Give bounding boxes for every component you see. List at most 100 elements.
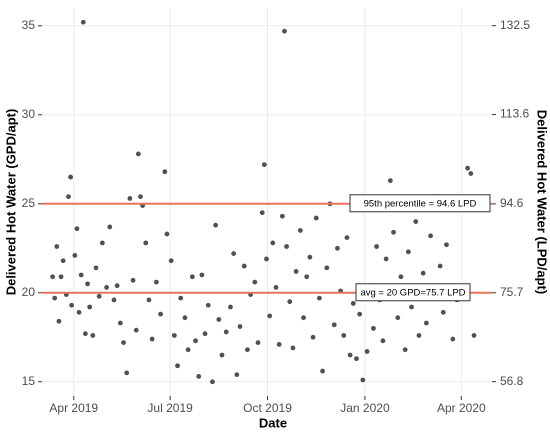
point [440, 309, 446, 315]
point [72, 252, 78, 258]
point [234, 372, 240, 378]
point [69, 302, 75, 308]
point [273, 285, 279, 290]
point [297, 228, 303, 233]
point [54, 244, 60, 249]
point [245, 347, 250, 353]
point [468, 171, 474, 176]
annotation: avg = 20 GPD=75.7 LPD [360, 287, 465, 298]
point [228, 304, 233, 310]
point [428, 233, 433, 239]
point [78, 272, 84, 278]
point [164, 231, 170, 237]
point [402, 347, 408, 353]
point [124, 370, 130, 376]
x-tick-label: Apr 2020 [437, 401, 486, 415]
point [178, 295, 184, 301]
point [347, 352, 353, 358]
x-tick-label: Jan 2020 [340, 401, 390, 415]
point [450, 336, 456, 342]
point [60, 258, 66, 264]
point [344, 235, 350, 240]
point [237, 324, 243, 329]
point [50, 274, 55, 280]
point [196, 374, 202, 379]
x-axis-title: Date [259, 415, 287, 430]
point [149, 336, 155, 342]
point [264, 256, 269, 262]
annotation-box [355, 283, 471, 302]
y2-tick-label: 75.7 [500, 285, 524, 299]
point [189, 274, 195, 280]
point [80, 19, 86, 25]
point [279, 213, 285, 219]
point [193, 338, 198, 344]
point [331, 322, 337, 328]
y-tick-label: 20 [22, 285, 36, 299]
y-tick-label: 25 [22, 196, 36, 210]
point [259, 210, 265, 216]
point [324, 265, 330, 271]
point [313, 215, 319, 221]
point [360, 377, 366, 383]
y-tick-label: 15 [22, 374, 36, 388]
point [56, 318, 62, 324]
point [364, 349, 370, 354]
point [383, 256, 389, 262]
point [223, 329, 229, 335]
y2-tick-label: 56.8 [500, 374, 524, 388]
point [391, 229, 396, 235]
point [420, 270, 426, 276]
point [175, 363, 180, 369]
x-tick-label: Apr 2019 [49, 401, 98, 415]
point [135, 151, 141, 157]
point [104, 285, 109, 290]
point [210, 379, 215, 385]
point [74, 226, 80, 232]
point [213, 222, 219, 228]
point [182, 315, 188, 321]
point [398, 274, 404, 280]
point [219, 352, 225, 358]
point [310, 334, 316, 340]
point [87, 304, 93, 310]
point [437, 263, 443, 269]
point [444, 242, 449, 248]
point [90, 333, 96, 338]
point [107, 224, 113, 230]
point [465, 165, 471, 171]
point [241, 263, 247, 269]
point [287, 299, 293, 305]
point [143, 240, 149, 246]
point [282, 28, 287, 34]
point [354, 356, 359, 362]
y2-tick-label: 94.6 [500, 196, 524, 210]
point [153, 279, 159, 285]
y2-axis-title: Delivered Hot Water (LPD/apt) [535, 110, 550, 294]
point [270, 240, 276, 246]
point [68, 174, 73, 180]
point [158, 311, 163, 317]
x-tick-label: Oct 2019 [243, 401, 292, 415]
point [387, 178, 393, 184]
point [76, 309, 82, 315]
y2-tick-label: 113.6 [500, 107, 529, 121]
point [374, 244, 379, 249]
point [83, 331, 88, 337]
x-tick-label: Jul 2019 [147, 401, 193, 415]
point [317, 295, 322, 301]
point [85, 281, 90, 287]
point [111, 297, 117, 303]
point [130, 277, 136, 283]
point [320, 368, 325, 374]
annotation: 95th percentile = 94.6 LPD [364, 198, 477, 209]
point [304, 274, 310, 280]
point [371, 325, 376, 331]
point [162, 169, 168, 175]
point [202, 331, 208, 337]
y-tick-label: 35 [22, 18, 36, 32]
point [146, 297, 152, 303]
point [357, 311, 363, 317]
point [199, 272, 205, 278]
